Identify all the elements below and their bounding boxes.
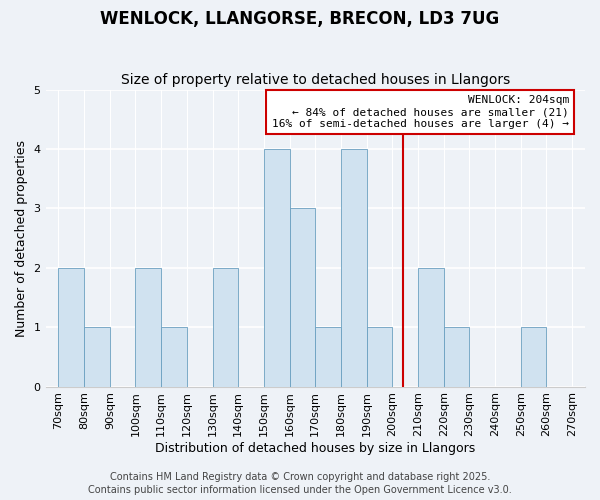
Bar — [315, 327, 341, 386]
Text: Contains HM Land Registry data © Crown copyright and database right 2025.
Contai: Contains HM Land Registry data © Crown c… — [88, 472, 512, 495]
Y-axis label: Number of detached properties: Number of detached properties — [15, 140, 28, 336]
Bar — [418, 268, 444, 386]
Bar — [161, 327, 187, 386]
Bar — [136, 268, 161, 386]
Bar — [444, 327, 469, 386]
Text: WENLOCK: 204sqm
← 84% of detached houses are smaller (21)
16% of semi-detached h: WENLOCK: 204sqm ← 84% of detached houses… — [272, 96, 569, 128]
Bar — [290, 208, 315, 386]
Bar — [84, 327, 110, 386]
X-axis label: Distribution of detached houses by size in Llangors: Distribution of detached houses by size … — [155, 442, 475, 455]
Title: Size of property relative to detached houses in Llangors: Size of property relative to detached ho… — [121, 73, 510, 87]
Bar — [341, 149, 367, 386]
Bar — [212, 268, 238, 386]
Bar — [264, 149, 290, 386]
Text: WENLOCK, LLANGORSE, BRECON, LD3 7UG: WENLOCK, LLANGORSE, BRECON, LD3 7UG — [100, 10, 500, 28]
Bar — [58, 268, 84, 386]
Bar — [367, 327, 392, 386]
Bar — [521, 327, 547, 386]
